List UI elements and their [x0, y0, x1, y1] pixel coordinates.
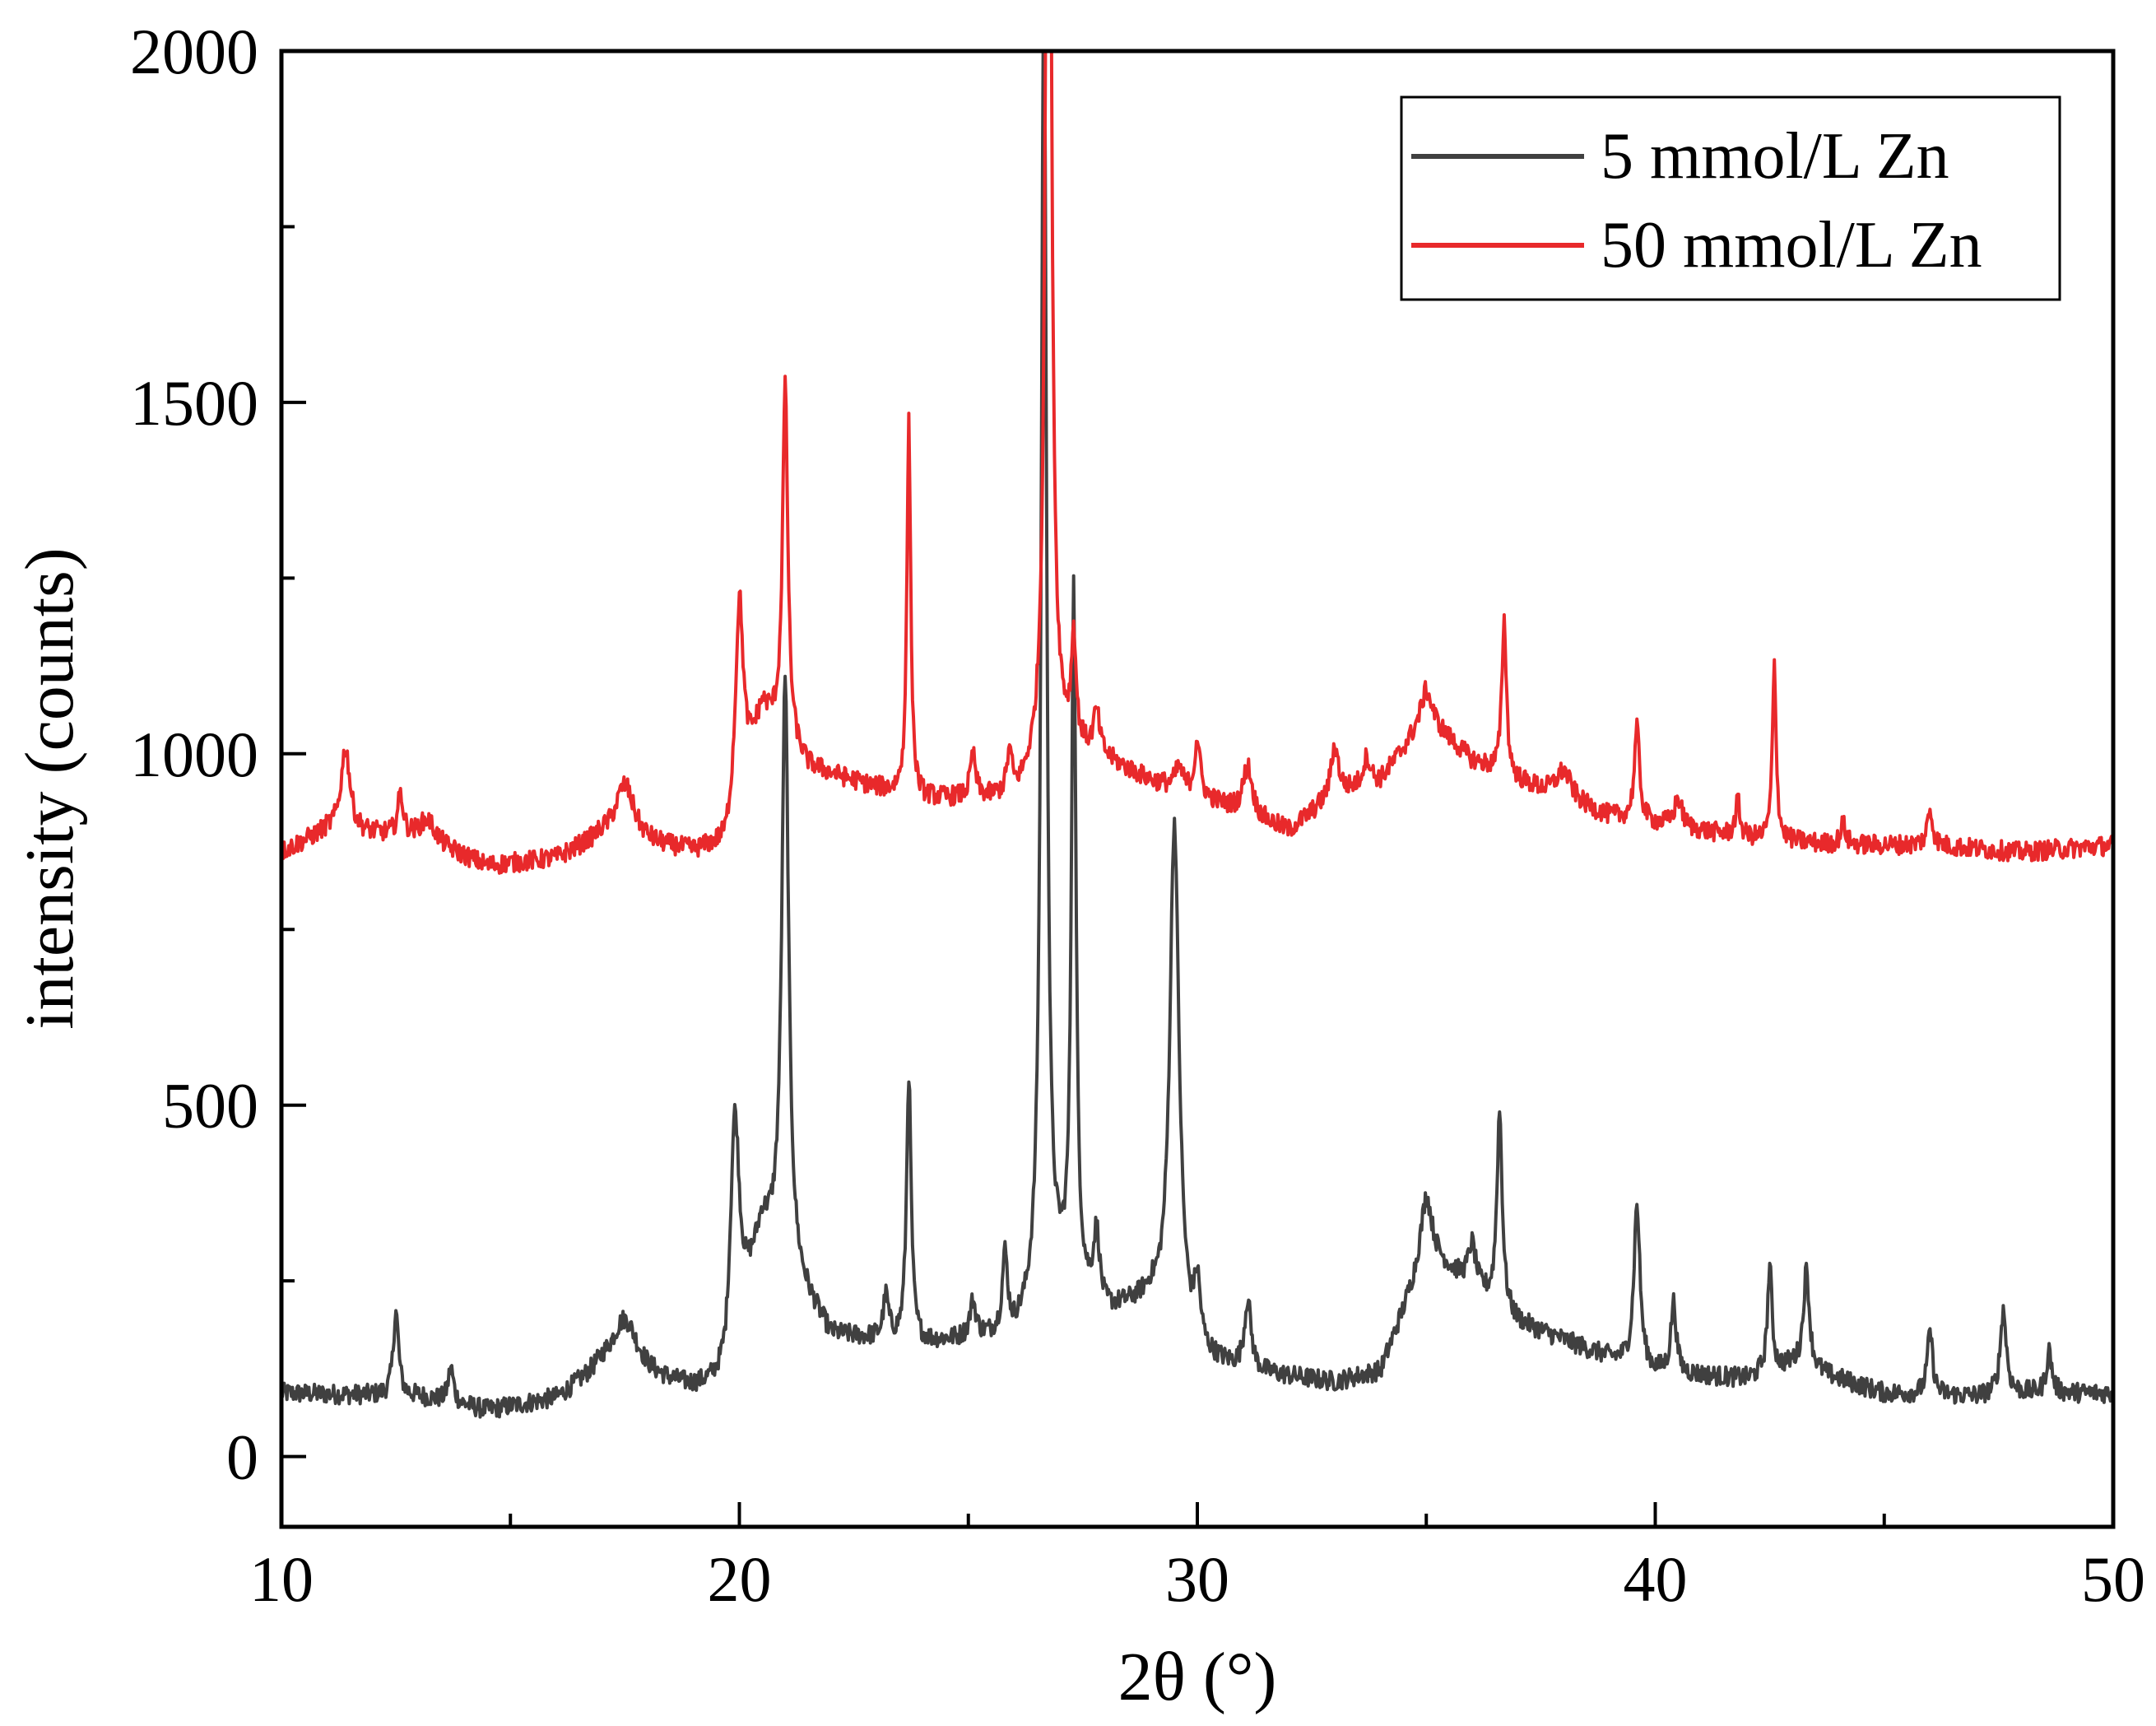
y-tick-label: 500	[162, 1070, 258, 1142]
legend-box	[1400, 95, 2061, 301]
y-tick-label: 0	[226, 1421, 258, 1493]
series-layer	[281, 51, 2113, 1419]
x-tick-label: 30	[1165, 1543, 1229, 1615]
x-tick-label: 50	[2081, 1543, 2145, 1615]
x-tick-label: 20	[708, 1543, 772, 1615]
series-line-0	[281, 51, 2113, 1419]
legend-label-5mm: 5 mmol/L Zn	[1601, 120, 1949, 193]
x-tick-label: 40	[1624, 1543, 1688, 1615]
legend: 5 mmol/L Zn 50 mmol/L Zn	[1400, 95, 2061, 301]
x-axis-title: 2θ (°)	[1118, 1639, 1277, 1715]
y-tick-label: 1500	[130, 367, 258, 439]
y-axis-title: intensity (counts)	[12, 547, 88, 1030]
legend-label-50mm: 50 mmol/L Zn	[1601, 209, 1982, 281]
y-tick-label: 1000	[130, 719, 258, 790]
series-line-1	[281, 51, 2113, 875]
y-tick-label: 2000	[130, 16, 258, 87]
x-tick-label: 10	[249, 1543, 314, 1615]
